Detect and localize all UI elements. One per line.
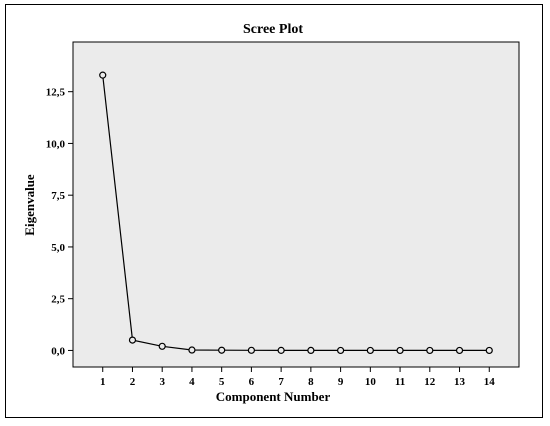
- y-axis-label: Eigenvalue: [22, 174, 37, 236]
- x-tick-label-6: 7: [278, 376, 284, 388]
- data-point-2: [128, 336, 137, 344]
- plot-area: [72, 41, 520, 368]
- x-tick-label-11: 12: [424, 376, 436, 388]
- x-tick-label-12: 13: [454, 376, 466, 388]
- data-point-12: [426, 346, 434, 355]
- x-tick-label-3: 4: [189, 376, 195, 388]
- y-tick-label-1: 2,5: [51, 294, 65, 306]
- x-tick-label-7: 8: [308, 376, 314, 388]
- data-point-13: [455, 346, 464, 355]
- data-point-6: [247, 346, 255, 354]
- eigenvalue-points: [99, 71, 493, 355]
- x-axis-label: Component Number: [216, 389, 331, 404]
- x-tick-label-13: 14: [484, 376, 496, 388]
- data-point-14: [485, 346, 493, 355]
- data-point-1: [99, 71, 107, 79]
- x-tick-label-2: 3: [159, 376, 165, 388]
- data-point-11: [396, 346, 404, 355]
- y-tick-label-3: 7,5: [51, 190, 65, 202]
- x-tick-label-0: 1: [100, 376, 106, 388]
- y-tick-label-0: 0,0: [51, 345, 65, 357]
- data-point-4: [188, 346, 196, 354]
- data-point-8: [307, 346, 315, 354]
- eigenvalue-line: [102, 75, 490, 351]
- x-tick-label-8: 9: [338, 376, 344, 388]
- y-axis: 0,0 2,5 5,0 7,5 10,0 12,5: [46, 87, 73, 357]
- x-tick-label-5: 6: [249, 376, 255, 388]
- x-tick-label-10: 11: [395, 376, 405, 388]
- y-tick-label-4: 10,0: [46, 138, 66, 150]
- x-axis: 1 2 3 4 5 6 7 8 9 10 11 12 13 14: [100, 367, 495, 388]
- chart-title: Scree Plot: [243, 22, 303, 37]
- data-point-10: [366, 346, 374, 355]
- data-point-9: [337, 346, 345, 355]
- x-tick-label-1: 2: [130, 376, 136, 388]
- y-tick-label-2: 5,0: [51, 242, 65, 254]
- x-tick-label-9: 10: [365, 376, 377, 388]
- data-point-7: [277, 346, 285, 354]
- y-tick-label-5: 12,5: [46, 87, 66, 99]
- x-tick-label-4: 5: [219, 376, 225, 388]
- data-point-3: [158, 342, 166, 350]
- data-point-5: [218, 346, 226, 354]
